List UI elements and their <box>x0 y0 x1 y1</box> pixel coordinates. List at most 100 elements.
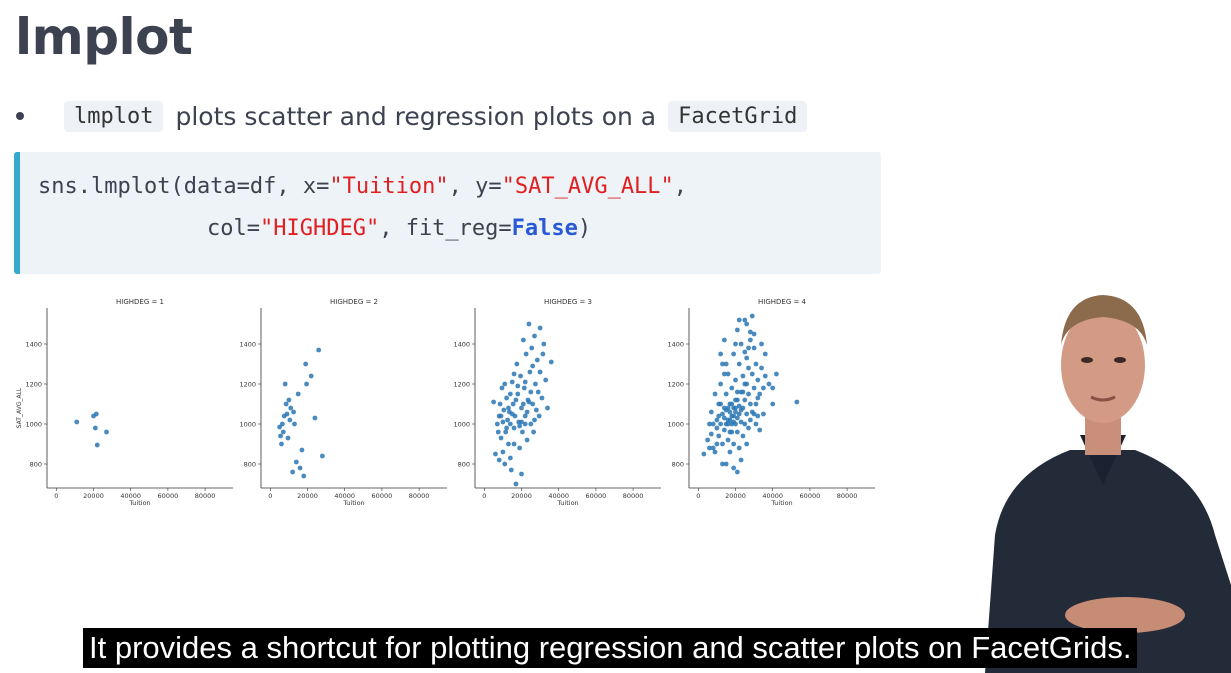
scatter-point <box>312 415 318 421</box>
scatter-point <box>503 429 509 435</box>
scatter-point <box>718 401 724 407</box>
scatter-point <box>766 381 772 387</box>
scatter-point <box>734 469 740 475</box>
scatter-point <box>759 341 764 347</box>
chart-title: HIGHDEG = 2 <box>330 298 378 306</box>
y-tick-label: 800 <box>30 461 42 469</box>
scatter-point <box>545 405 550 411</box>
code-token: , fit_reg= <box>379 216 512 241</box>
scatter-point <box>723 391 729 397</box>
scatter-point <box>526 321 532 327</box>
scatter-point <box>734 429 740 435</box>
scatter-point <box>736 445 742 451</box>
y-tick-label: 1200 <box>25 381 42 389</box>
scatter-point <box>755 377 761 383</box>
scatter-point <box>751 331 757 337</box>
x-axis-label: Tuition <box>342 499 364 507</box>
slide-title: lmplot <box>15 8 193 66</box>
x-tick-label: 20000 <box>725 492 746 500</box>
code-keyword-false: False <box>511 216 578 241</box>
scatter-point <box>720 361 725 367</box>
scatter-point <box>746 365 751 371</box>
scatter-point <box>530 363 536 369</box>
scatter-point <box>283 401 289 407</box>
scatter-point <box>319 453 325 459</box>
code-string-sat: "SAT_AVG_ALL" <box>501 174 674 199</box>
scatter-point <box>734 415 740 421</box>
scatter-point <box>733 377 738 383</box>
scatter-point <box>526 399 532 405</box>
scatter-point <box>761 385 766 391</box>
scatter-point <box>770 401 776 407</box>
scatter-point <box>723 461 729 467</box>
scatter-point <box>308 373 314 379</box>
scatter-point <box>94 442 100 448</box>
scatter-point <box>520 401 526 407</box>
scatter-point <box>794 399 800 405</box>
scatter-point <box>519 471 524 477</box>
y-tick-label: 1000 <box>25 421 42 429</box>
scatter-point <box>725 405 731 411</box>
scatter-point <box>316 347 322 353</box>
scatter-point <box>540 351 546 357</box>
scatter-point <box>533 381 538 387</box>
code-line-1: sns.lmplot(data=df, x="Tuition", y="SAT_… <box>38 174 687 199</box>
scatter-point <box>770 385 776 391</box>
scatter-point <box>757 391 763 397</box>
scatter-point <box>527 369 533 375</box>
scatter-point <box>291 409 296 415</box>
scatter-point <box>751 411 757 417</box>
x-tick-label: 0 <box>54 492 58 500</box>
scatter-point <box>710 445 716 451</box>
scatter-point <box>742 381 748 387</box>
scatter-point <box>705 437 710 443</box>
scatter-point <box>504 395 510 401</box>
scatter-point <box>282 381 288 387</box>
scatter-point <box>774 371 779 377</box>
y-tick-label: 800 <box>672 461 684 469</box>
y-tick-label: 1400 <box>667 341 684 349</box>
x-tick-label: 60000 <box>800 492 821 500</box>
scatter-point <box>505 417 510 423</box>
scatter-point <box>280 429 286 435</box>
scatter-point <box>506 405 511 411</box>
scatter-point <box>723 361 729 367</box>
scatter-point <box>493 451 498 457</box>
y-tick-label: 1000 <box>453 421 470 429</box>
scatter-point <box>736 361 742 367</box>
scatter-point <box>517 423 523 429</box>
scatter-point <box>304 381 309 387</box>
scatter-point <box>299 447 305 453</box>
x-tick-label: 20000 <box>83 492 104 500</box>
x-tick-label: 40000 <box>548 492 569 500</box>
scatter-point <box>751 345 757 351</box>
code-token: ) <box>577 216 592 241</box>
scatter-point <box>744 441 750 447</box>
chart-title: HIGHDEG = 3 <box>544 298 592 306</box>
scatter-point <box>729 401 735 407</box>
scatter-point <box>498 413 504 419</box>
scatter-point <box>755 413 761 419</box>
inline-code-facetgrid: FacetGrid <box>668 100 808 132</box>
scatter-point <box>507 455 513 461</box>
chart-title: HIGHDEG = 4 <box>758 298 807 306</box>
scatter-point <box>506 441 511 447</box>
scatter-point <box>277 424 282 430</box>
scatter-point <box>499 385 505 391</box>
x-tick-label: 60000 <box>586 492 607 500</box>
y-tick-label: 1000 <box>667 421 684 429</box>
scatter-point <box>746 391 751 397</box>
scatter-point <box>734 389 740 395</box>
code-line-2: col="HIGHDEG", fit_reg=False) <box>207 216 591 241</box>
y-tick-label: 800 <box>458 461 470 469</box>
y-tick-label: 1400 <box>239 341 256 349</box>
bullet-text: plots scatter and regression plots on a <box>175 101 657 131</box>
scatter-point <box>714 425 720 431</box>
scatter-point <box>520 429 525 435</box>
scatter-point <box>524 437 530 443</box>
chart-title: HIGHDEG = 1 <box>116 298 164 306</box>
scatter-point <box>523 351 529 357</box>
scatter-point <box>712 449 718 455</box>
facet-grid-charts: HIGHDEG = 1 800 1000 1200 1400 0 20000 40000 600… <box>16 298 875 507</box>
scatter-point <box>494 421 500 427</box>
